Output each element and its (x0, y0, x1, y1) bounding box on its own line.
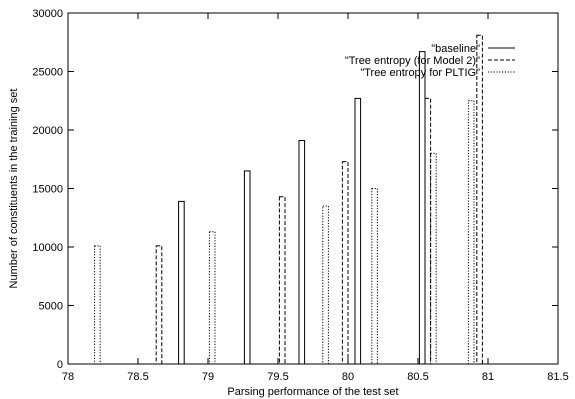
bar-series-1 (418, 51, 426, 365)
x-tick-label: 81 (482, 371, 494, 383)
legend: "baseline""Tree entropy (for Model 2)""T… (345, 43, 515, 79)
bar-series-3 (94, 245, 101, 365)
bar-series-3 (430, 152, 437, 365)
x-tick-label: 81.5 (547, 371, 568, 383)
bar-series-1 (354, 97, 362, 365)
plot-frame (67, 12, 559, 365)
x-axis-label: Parsing performance of the test set (227, 386, 398, 398)
legend-label: "Tree entropy (for Model 2)" (345, 55, 480, 67)
bar-series-2 (155, 245, 163, 365)
bars (94, 34, 483, 365)
bar-series-2 (278, 196, 286, 365)
x-tick-label: 78.5 (127, 371, 148, 383)
x-tick-label: 78 (62, 371, 74, 383)
x-tick-label: 79 (202, 371, 214, 383)
x-tick-label: 79.5 (267, 371, 288, 383)
y-axis-label: Number of constituents in the training s… (8, 89, 20, 289)
bar-series-2 (341, 161, 349, 365)
x-tick-label: 80 (342, 371, 354, 383)
y-tick-label: 0 (57, 359, 63, 371)
y-tick-label: 30000 (32, 8, 63, 20)
y-tick-label: 25000 (32, 67, 63, 79)
y-tick-label: 15000 (32, 184, 63, 196)
legend-label: "baseline" (431, 43, 480, 55)
bar-series-1 (178, 200, 185, 365)
bar-series-3 (322, 205, 329, 365)
axis-ticks: 78 78.5 79 79.5 80 80.5 81 81.5 0 5000 10000 15000 2… (32, 8, 568, 383)
bar-series-1 (298, 140, 306, 365)
bar-series-1 (243, 170, 251, 365)
legend-label: "Tree entropy for PLTIG" (360, 67, 480, 79)
bar-series-3 (467, 100, 475, 365)
x-tick-label: 80.5 (407, 371, 428, 383)
bar-series-3 (208, 231, 216, 365)
bar-series-2 (476, 34, 483, 365)
y-tick-label: 5000 (39, 301, 63, 313)
bar-series-2 (424, 97, 432, 365)
bar-series-3 (371, 188, 378, 365)
y-tick-label: 10000 (32, 242, 63, 254)
y-tick-label: 20000 (32, 125, 63, 137)
